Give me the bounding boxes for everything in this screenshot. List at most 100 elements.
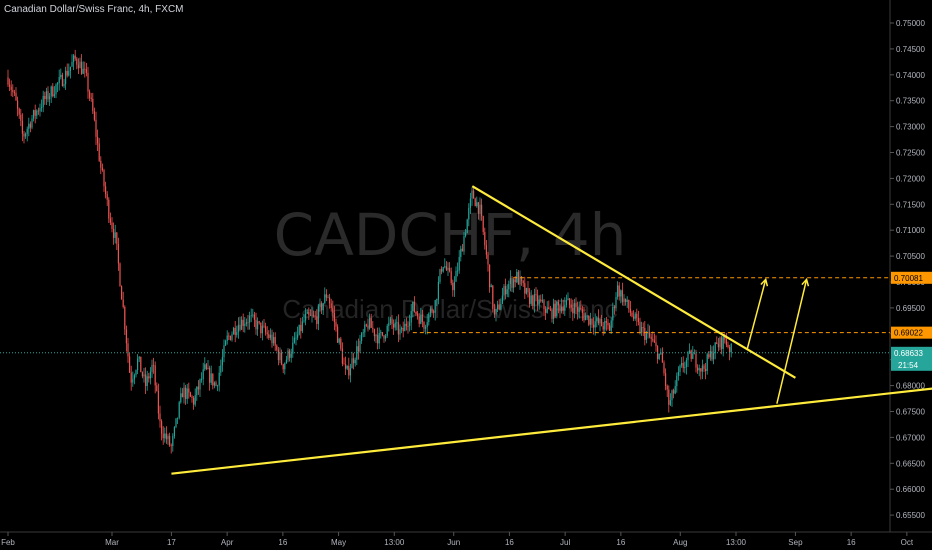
candle-body: [63, 84, 65, 87]
candle-body: [618, 285, 620, 297]
projection-arrow[interactable]: [776, 279, 808, 404]
candle-body: [410, 311, 412, 323]
candle-body: [137, 358, 139, 371]
candle-body: [449, 267, 451, 272]
candle-body: [524, 283, 526, 294]
candle-body: [226, 335, 228, 342]
candle-body: [682, 363, 684, 369]
candle-body: [684, 367, 686, 369]
candle-body: [303, 320, 305, 322]
candle-body: [697, 367, 699, 371]
candle-body: [321, 303, 323, 311]
candle-body: [122, 299, 124, 307]
candle-body: [481, 204, 483, 217]
candle-body: [197, 386, 199, 390]
candle-body: [573, 303, 575, 314]
candle-body: [429, 308, 431, 314]
candle-body: [442, 267, 444, 272]
candle-body: [687, 352, 689, 361]
candle-body: [716, 342, 718, 345]
ascending-support-trendline[interactable]: [171, 379, 932, 475]
candle-body: [420, 314, 422, 324]
candle-body: [465, 233, 467, 237]
projection-arrow[interactable]: [746, 279, 767, 350]
candle-body: [402, 327, 404, 332]
candle-body: [617, 285, 619, 297]
candle-body: [47, 91, 49, 100]
candle-body: [433, 311, 435, 313]
candle-body: [357, 346, 359, 352]
candle-body: [236, 332, 238, 335]
candle-body: [545, 309, 547, 313]
candle-body: [570, 304, 572, 308]
candle-body: [497, 304, 499, 310]
candle-body: [423, 322, 425, 329]
candle-body: [671, 390, 673, 401]
candle-body: [127, 343, 129, 357]
candle-body: [37, 110, 39, 112]
candle-body: [407, 325, 409, 327]
candle-body: [140, 356, 142, 373]
candle-body: [346, 365, 348, 369]
candle-body: [292, 342, 294, 354]
candle-body: [42, 95, 44, 107]
candle-body: [426, 322, 428, 328]
arrow-head-icon: [760, 277, 769, 287]
candle-body: [117, 243, 119, 264]
time-tick-label: Jul: [560, 538, 570, 547]
candle-body: [237, 324, 239, 333]
candle-body: [93, 111, 95, 120]
candle-body: [132, 379, 134, 383]
candle-body: [620, 290, 622, 297]
candle-body: [412, 301, 414, 312]
price-tick-label: 0.71000: [896, 226, 925, 235]
candle-body: [578, 307, 580, 312]
price-tick-label: 0.67000: [896, 433, 925, 442]
candle-body: [369, 318, 371, 329]
candle-body: [177, 417, 179, 419]
candle-body: [97, 136, 99, 144]
candle-body: [703, 365, 705, 369]
time-tick-label: Oct: [901, 538, 914, 547]
price-tick-label: 0.73000: [896, 123, 925, 132]
candle-body: [210, 373, 212, 383]
candle-body: [228, 335, 230, 337]
candle-body: [31, 118, 33, 128]
candle-body: [209, 367, 211, 383]
candle-body: [505, 286, 507, 295]
candle-body: [189, 392, 191, 397]
candle-body: [338, 338, 340, 343]
candle-body: [647, 332, 649, 334]
time-tick-label: May: [331, 538, 346, 547]
candle-body: [381, 332, 383, 336]
candle-body: [517, 271, 519, 285]
candle-body: [477, 202, 479, 214]
candle-body: [193, 397, 195, 405]
candle-body: [506, 289, 508, 295]
candle-body: [469, 198, 471, 208]
candle-body: [677, 371, 679, 376]
candle-body: [631, 312, 633, 317]
candle-body: [637, 318, 639, 322]
candle-body: [81, 61, 83, 74]
price-tick-label: 0.66000: [896, 485, 925, 494]
candle-body: [241, 319, 243, 330]
candle-body: [588, 315, 590, 325]
candle-body: [537, 295, 539, 305]
price-tick-label: 0.70500: [896, 252, 925, 261]
candle-body: [337, 326, 339, 343]
candle-body: [89, 91, 91, 98]
price-tick-label: 0.74000: [896, 71, 925, 80]
candle-body: [196, 386, 198, 396]
candle-body: [73, 55, 75, 62]
candle-body: [527, 288, 529, 293]
candle-body: [452, 282, 454, 291]
candle-body: [141, 372, 143, 377]
candle-body: [77, 64, 79, 69]
candle-body: [421, 314, 423, 323]
candle-body: [284, 363, 286, 370]
candle-body: [185, 387, 187, 399]
candle-body: [604, 321, 606, 330]
descending-resistance-trendline[interactable]: [471, 185, 796, 379]
